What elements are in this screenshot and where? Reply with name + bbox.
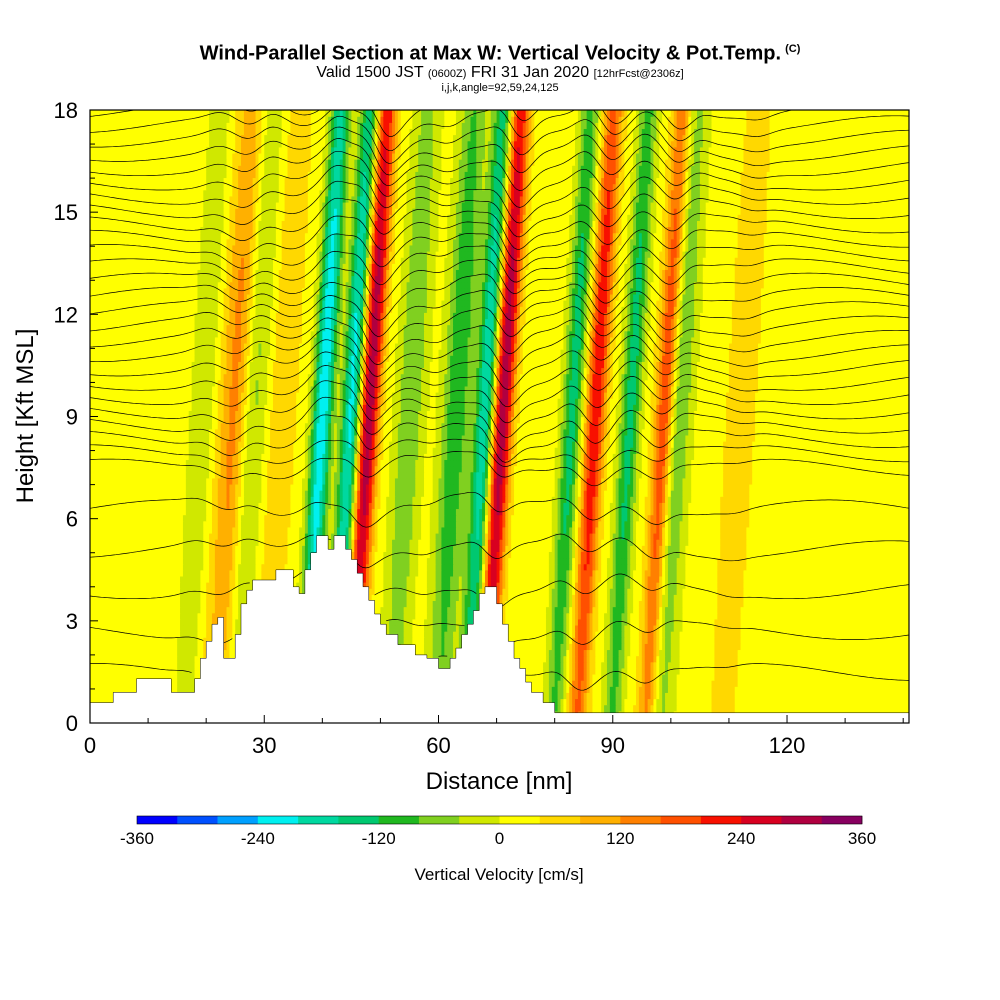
plot-area	[90, 91, 910, 723]
chart-svg: 0 30 60 90 120 0369121518 Distance [nm] Heig…	[0, 0, 1000, 1000]
